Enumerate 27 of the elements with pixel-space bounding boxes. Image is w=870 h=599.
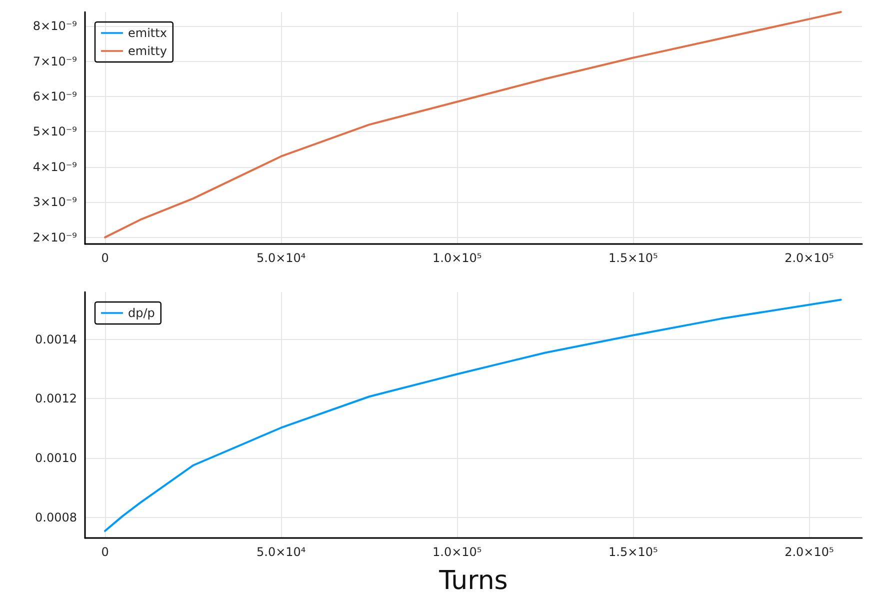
line-series bbox=[104, 11, 842, 238]
x-tick-label: 2.0×10⁵ bbox=[784, 545, 834, 559]
x-tick-label: 0 bbox=[101, 545, 109, 559]
x-tick-label: 1.5×10⁵ bbox=[608, 545, 658, 559]
y-tick-label: 5×10⁻⁹ bbox=[32, 124, 78, 139]
x-tick-label: 1.0×10⁵ bbox=[432, 545, 482, 559]
y-tick-label: 0.0012 bbox=[35, 392, 77, 406]
y-tick-label: 4×10⁻⁹ bbox=[32, 160, 78, 174]
y-tick-label: 0.0010 bbox=[35, 450, 77, 465]
x-tick-label: 5.0×10⁴ bbox=[256, 545, 306, 559]
x-tick-label: 5.0×10⁴ bbox=[256, 251, 306, 265]
y-tick-label: 0.0014 bbox=[35, 332, 77, 346]
y-tick-label: 0.0008 bbox=[35, 510, 77, 524]
x-tick-label: 0 bbox=[101, 251, 109, 265]
y-tick-label: 8×10⁻⁹ bbox=[32, 19, 78, 34]
y-tick-label: 7×10⁻⁹ bbox=[32, 54, 78, 68]
y-tick-label: 3×10⁻⁹ bbox=[32, 195, 78, 210]
y-tick-label: 2×10⁻⁹ bbox=[32, 230, 78, 244]
legend-label: emittx bbox=[128, 26, 167, 40]
x-axis-title: Turns bbox=[438, 566, 508, 596]
x-tick-label: 2.0×10⁵ bbox=[784, 251, 834, 265]
y-tick-label: 6×10⁻⁹ bbox=[32, 89, 78, 104]
x-tick-label: 1.0×10⁵ bbox=[432, 251, 482, 265]
x-tick-label: 1.5×10⁵ bbox=[608, 251, 658, 265]
legend-label: emitty bbox=[128, 44, 167, 58]
line-series bbox=[104, 298, 842, 532]
legend-label: dp/p bbox=[128, 306, 155, 320]
